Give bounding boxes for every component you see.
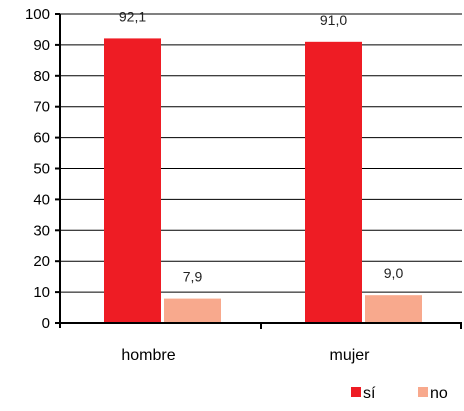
- legend: sí no: [351, 385, 448, 402]
- y-tick-label-70: 70: [33, 99, 50, 116]
- y-tick-label-60: 60: [33, 130, 50, 147]
- y-tick-label-80: 80: [33, 68, 50, 85]
- y-axis: 0 10 20 30 40 50 60 70 80 90 100: [25, 6, 61, 332]
- legend-label-sí: sí: [363, 385, 376, 402]
- y-tick-label-50: 50: [33, 161, 50, 178]
- bar-no-hombre: [164, 298, 221, 323]
- bar-sí-hombre: [104, 38, 161, 323]
- bars: 92,1 7,9 91,0 9,0: [104, 8, 422, 324]
- bar-sí-mujer: [305, 41, 362, 324]
- x-tick-label-hombre: hombre: [121, 347, 175, 364]
- y-tick-label-0: 0: [42, 315, 50, 332]
- y-tick-label-10: 10: [33, 284, 50, 301]
- bar-no-mujer: [365, 295, 422, 323]
- y-tick-label-40: 40: [33, 191, 50, 208]
- legend-swatch-no: [418, 387, 428, 397]
- legend-label-no: no: [430, 385, 448, 402]
- legend-swatch-sí: [351, 387, 361, 397]
- y-tick-label-90: 90: [33, 37, 50, 54]
- data-label-sí-mujer: 91,0: [320, 12, 347, 28]
- y-tick-label-30: 30: [33, 222, 50, 239]
- data-label-no-mujer: 9,0: [384, 265, 404, 281]
- data-label-sí-hombre: 92,1: [119, 8, 146, 24]
- data-label-no-hombre: 7,9: [183, 269, 203, 285]
- x-axis: hombre mujer: [55, 322, 462, 364]
- y-tick-label-100: 100: [25, 6, 50, 23]
- x-tick-label-mujer: mujer: [329, 347, 370, 364]
- y-tick-label-20: 20: [33, 253, 50, 270]
